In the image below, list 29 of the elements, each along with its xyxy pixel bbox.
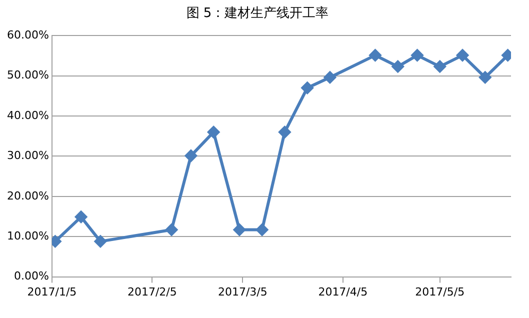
- point: [75, 210, 88, 223]
- y-tick-label: 10.00%: [6, 229, 49, 242]
- point: [278, 126, 291, 138]
- y-tick-label: 30.00%: [6, 149, 49, 162]
- x-tick-label: 2017/1/5: [27, 285, 77, 298]
- x-tick-label: 2017/5/5: [415, 285, 465, 298]
- point: [301, 82, 314, 94]
- x-tick-label: 2017/2/5: [127, 285, 177, 298]
- point: [324, 71, 336, 84]
- point: [256, 224, 268, 236]
- x-tick-label: 2017/3/5: [218, 285, 268, 298]
- point: [369, 49, 382, 62]
- point: [392, 60, 404, 73]
- x-tick-label: 2017/4/5: [318, 285, 368, 298]
- point: [166, 224, 178, 236]
- point: [411, 49, 424, 62]
- point: [184, 150, 197, 162]
- point: [456, 49, 469, 62]
- y-tick-label: 60.00%: [6, 28, 49, 42]
- point: [208, 126, 220, 138]
- y-tick-label: 20.00%: [6, 189, 49, 202]
- point: [233, 224, 246, 236]
- chart-title: 图 5：建材生产线开工率: [186, 5, 329, 22]
- point: [434, 60, 446, 73]
- point: [479, 71, 492, 84]
- point: [94, 235, 106, 248]
- y-tick-label: 40.00%: [6, 108, 49, 122]
- y-tick-label: 50.00%: [6, 68, 49, 82]
- y-tick-label: 0.00%: [14, 270, 49, 283]
